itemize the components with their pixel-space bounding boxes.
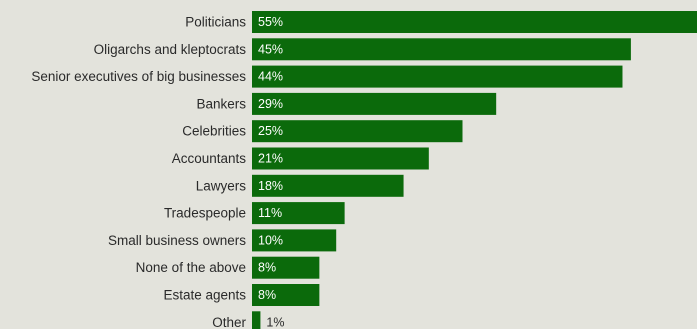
category-label-11: Other <box>212 315 246 329</box>
bar-9 <box>252 256 320 279</box>
value-label-8: 10% <box>258 233 283 247</box>
bar-4 <box>252 120 463 143</box>
value-label-11: 1% <box>266 315 284 329</box>
category-label-0: Politicians <box>185 15 246 30</box>
category-label-6: Lawyers <box>196 178 247 193</box>
value-label-3: 29% <box>258 97 283 111</box>
value-label-7: 11% <box>258 206 282 220</box>
bar-3 <box>252 92 497 115</box>
bar-8 <box>252 229 337 252</box>
category-label-1: Oligarchs and kleptocrats <box>94 42 247 57</box>
bar-7 <box>252 202 345 225</box>
bar-6 <box>252 174 404 197</box>
category-label-3: Bankers <box>196 96 246 111</box>
value-label-1: 45% <box>258 42 283 56</box>
value-label-9: 8% <box>258 261 276 275</box>
bar-1 <box>252 38 631 61</box>
category-label-4: Celebrities <box>182 124 246 139</box>
value-label-6: 18% <box>258 179 283 193</box>
category-label-8: Small business owners <box>108 233 246 248</box>
category-label-5: Accountants <box>172 151 247 166</box>
bars-layer <box>252 11 697 329</box>
bar-0 <box>252 11 697 33</box>
value-label-5: 21% <box>258 152 283 166</box>
category-label-2: Senior executives of big businesses <box>31 69 246 84</box>
value-label-0: 55% <box>258 15 283 29</box>
bar-5 <box>252 147 429 170</box>
labels-layer: Politicians 55% Oligarchs and kleptocrats 4… <box>31 15 284 329</box>
bar-10 <box>252 284 320 306</box>
bar-2 <box>252 65 623 88</box>
value-label-2: 44% <box>258 70 283 84</box>
category-label-10: Estate agents <box>163 288 246 303</box>
value-label-10: 8% <box>258 288 276 302</box>
bar-11 <box>252 311 261 329</box>
category-label-7: Tradespeople <box>164 206 246 221</box>
category-label-9: None of the above <box>136 260 246 275</box>
value-label-4: 25% <box>258 124 283 138</box>
